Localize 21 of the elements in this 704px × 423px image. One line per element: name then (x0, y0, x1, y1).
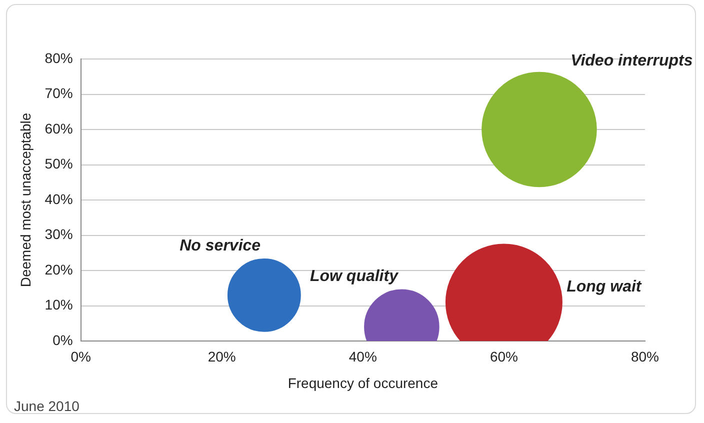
y-tick-label: 60% (44, 120, 73, 136)
y-tick-label: 50% (44, 156, 73, 172)
y-tick-label: 40% (44, 190, 73, 207)
series-label: Low quality (310, 268, 400, 286)
x-axis-title: Frequency of occurence (288, 375, 438, 392)
series-label: No service (180, 238, 261, 255)
y-axis-title: Deemed most unacceptable (17, 112, 34, 288)
y-tick-label: 70% (44, 85, 73, 102)
series-label: Long wait (566, 278, 642, 296)
text: June 2010 (14, 398, 80, 414)
x-tick-label: 80% (630, 348, 660, 364)
x-tick-label: 0% (70, 348, 91, 364)
y-tick-label: 10% (44, 296, 73, 313)
y-tick-label: 20% (44, 261, 73, 278)
series-label: Video interrupts (570, 52, 693, 70)
y-tick-label: 0% (52, 332, 73, 348)
x-tick-label: 20% (208, 348, 236, 364)
x-tick-label: 40% (348, 348, 377, 364)
y-tick-label: 30% (44, 226, 73, 242)
y-tick-label: 80% (44, 50, 73, 66)
x-tick-label: 60% (490, 348, 518, 364)
